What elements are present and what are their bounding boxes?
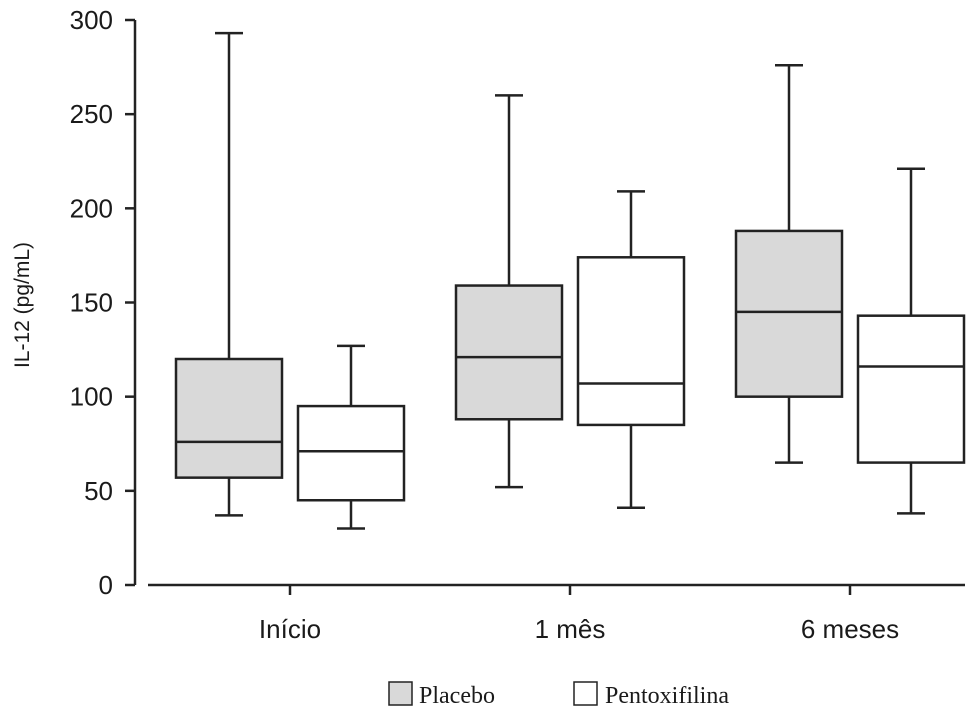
box-pentoxifilina — [576, 190, 686, 510]
y-axis-label: IL-12 (pg/mL) — [11, 242, 34, 368]
box-pentoxifilina — [296, 344, 406, 530]
y-tick-label: 50 — [84, 476, 113, 506]
x-axis: Início 1 mês 6 meses — [148, 583, 965, 644]
y-tick-label: 250 — [70, 99, 113, 129]
legend: Placebo Pentoxifilina — [388, 681, 729, 709]
box-iqr — [174, 357, 284, 479]
box-iqr — [576, 256, 686, 427]
x-tick-label: 1 mês — [535, 614, 606, 644]
y-tick-label: 0 — [99, 570, 113, 600]
y-tick-label: 100 — [70, 382, 113, 412]
box-pentoxifilina — [856, 167, 966, 515]
y-tick-label: 300 — [70, 5, 113, 35]
x-tick-label: 6 meses — [801, 614, 899, 644]
legend-item: Pentoxifilina — [573, 681, 729, 709]
box-placebo — [454, 94, 564, 489]
y-tick-label: 150 — [70, 288, 113, 318]
legend-label: Pentoxifilina — [605, 683, 729, 709]
legend-swatch — [388, 681, 413, 706]
y-axis: 0 50 100 150 200 250 300 — [70, 5, 137, 600]
legend-label: Placebo — [419, 683, 495, 709]
box-iqr — [734, 229, 844, 398]
box-iqr — [296, 404, 406, 502]
box-group — [174, 31, 966, 530]
box-iqr — [454, 284, 564, 421]
legend-item: Placebo — [388, 681, 495, 709]
box-iqr — [856, 314, 966, 464]
y-tick-label: 200 — [70, 193, 113, 223]
legend-swatch — [573, 681, 598, 706]
x-tick-label: Início — [259, 614, 321, 644]
box-placebo — [734, 63, 844, 464]
box-placebo — [174, 31, 284, 517]
